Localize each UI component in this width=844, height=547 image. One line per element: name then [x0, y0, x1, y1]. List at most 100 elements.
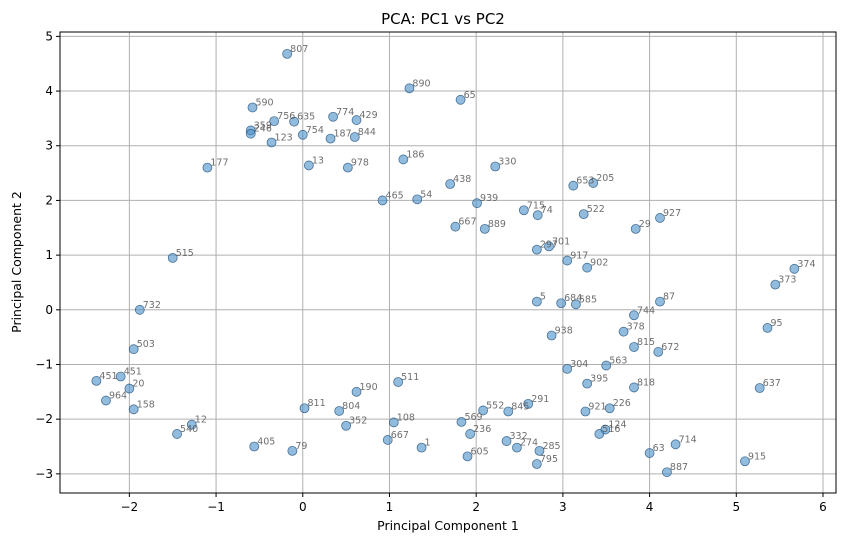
- y-axis-ticks: −3 −2 −1 0 1 2 3 4 5: [35, 29, 60, 481]
- data-point: [465, 429, 476, 439]
- data-point: [393, 377, 404, 387]
- data-label: 811: [308, 398, 326, 409]
- data-label: 274: [520, 438, 538, 449]
- data-point: [629, 382, 639, 393]
- data-label: 405: [257, 437, 275, 448]
- data-label: 714: [679, 434, 697, 445]
- data-label: 451: [124, 367, 142, 378]
- data-point: [644, 448, 655, 458]
- data-label: 585: [579, 294, 597, 305]
- data-label: 515: [176, 248, 194, 259]
- data-label: 123: [275, 132, 293, 143]
- data-label: 13: [312, 155, 324, 166]
- data-point: [289, 116, 300, 127]
- data-label: 744: [637, 305, 655, 316]
- x-tick-label: 4: [646, 500, 654, 514]
- data-point: [91, 375, 102, 386]
- data-label: 732: [143, 300, 161, 311]
- data-point: [770, 279, 781, 290]
- y-axis-label: Principal Component 2: [9, 191, 24, 333]
- data-label: 187: [334, 129, 352, 140]
- x-tick-label: −1: [207, 500, 225, 514]
- data-label: 845: [511, 402, 529, 413]
- y-tick-label: 5: [45, 29, 53, 43]
- data-label: 939: [480, 193, 498, 204]
- y-tick-label: 2: [45, 193, 53, 207]
- data-label: 915: [748, 451, 766, 462]
- data-label: 285: [542, 441, 560, 452]
- data-point: [523, 398, 534, 409]
- x-tick-label: 2: [472, 500, 480, 514]
- data-label: 20: [132, 379, 144, 390]
- x-tick-label: 6: [819, 500, 827, 514]
- plot-frame: [59, 31, 837, 494]
- data-label: 921: [588, 402, 606, 413]
- data-label: 451: [99, 371, 117, 382]
- y-tick-label: 4: [45, 84, 53, 98]
- data-point: [479, 223, 490, 234]
- data-label: 590: [255, 97, 273, 108]
- data-point: [655, 213, 665, 223]
- data-label: 684: [564, 293, 582, 304]
- data-label: 378: [627, 322, 645, 333]
- data-point: [629, 342, 639, 352]
- data-point: [472, 198, 482, 209]
- data-point: [655, 296, 665, 307]
- data-label: 190: [360, 382, 378, 393]
- data-label: 902: [590, 258, 608, 269]
- data-point: [377, 195, 388, 206]
- data-point: [412, 194, 423, 205]
- data-label: 1: [425, 438, 431, 449]
- data-label: 637: [763, 378, 781, 389]
- data-point: [503, 406, 514, 417]
- data-label: 569: [464, 412, 482, 423]
- data-point: [269, 116, 280, 127]
- data-label: 844: [358, 127, 376, 138]
- data-point: [789, 263, 800, 274]
- data-point: [450, 221, 461, 232]
- data-label: 889: [488, 219, 506, 230]
- data-point: [297, 129, 308, 140]
- data-label: 887: [670, 462, 688, 473]
- data-label: 635: [297, 112, 315, 123]
- data-label: 95: [771, 318, 783, 329]
- data-point: [124, 383, 135, 394]
- data-point: [531, 244, 542, 255]
- data-point: [247, 102, 258, 113]
- data-point: [568, 180, 579, 191]
- x-axis-ticks: −2 −1 0 1 2 3 4 5 6: [121, 493, 827, 514]
- data-label: 54: [420, 189, 432, 200]
- data-point: [618, 326, 629, 337]
- data-point: [202, 162, 213, 173]
- data-label: 79: [295, 441, 307, 452]
- x-tick-label: 0: [299, 500, 307, 514]
- data-label: 236: [473, 424, 491, 435]
- data-label: 511: [401, 372, 419, 383]
- data-point: [445, 179, 456, 189]
- data-label: 804: [342, 401, 360, 412]
- chart-title: PCA: PC1 vs PC2: [381, 10, 505, 28]
- data-point: [740, 456, 750, 467]
- data-label: 29: [639, 219, 651, 230]
- data-point: [531, 296, 542, 307]
- data-label: 205: [596, 173, 614, 184]
- data-label: 522: [587, 204, 605, 215]
- data-label: 890: [412, 78, 430, 89]
- data-point: [128, 344, 139, 355]
- data-point: [282, 48, 293, 59]
- data-point: [544, 241, 554, 252]
- data-label: 774: [336, 107, 354, 118]
- data-point: [670, 439, 681, 450]
- data-point: [382, 435, 393, 445]
- data-label: 672: [661, 342, 679, 353]
- y-tick-label: 3: [45, 139, 53, 153]
- data-point: [266, 137, 277, 148]
- data-label: 815: [637, 337, 655, 348]
- x-tick-label: −2: [121, 500, 139, 514]
- data-label: 563: [609, 356, 627, 367]
- data-label: 927: [663, 208, 681, 219]
- data-point: [754, 383, 765, 393]
- data-point: [570, 299, 581, 310]
- data-label: 359: [254, 120, 272, 131]
